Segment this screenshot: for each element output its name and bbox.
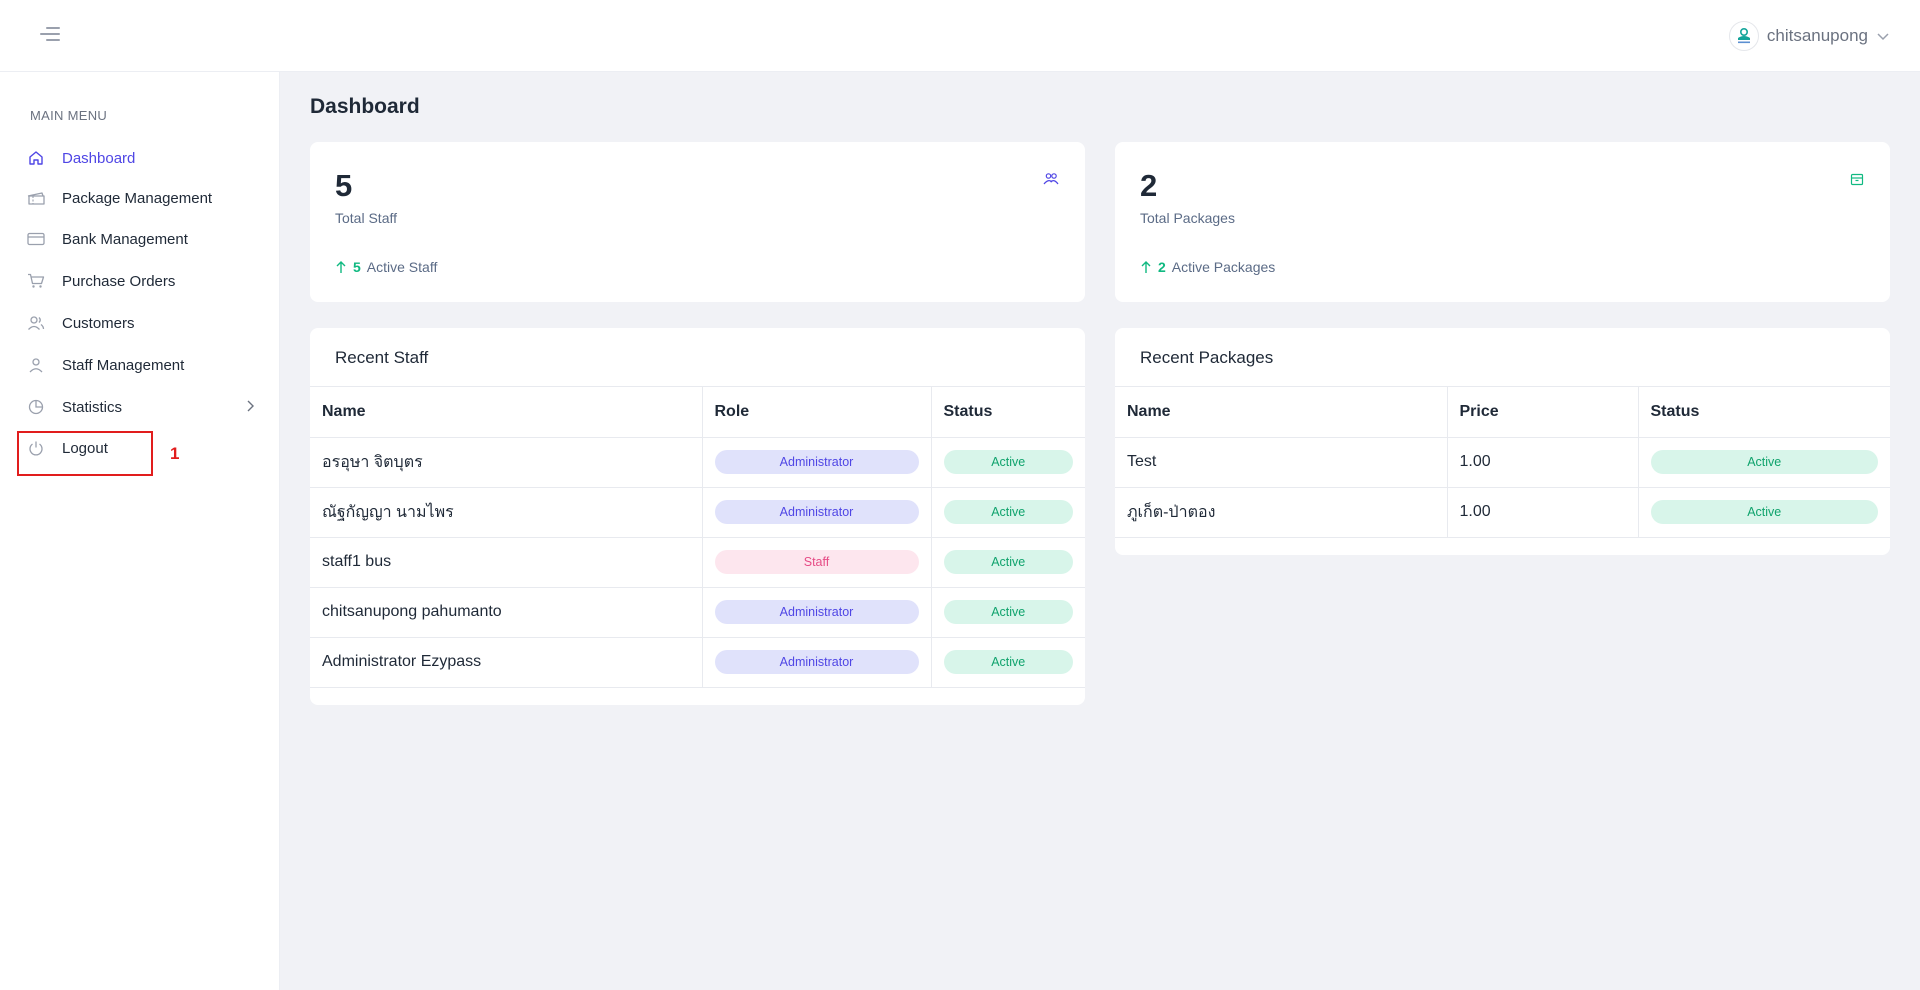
- recent-staff-title: Recent Staff: [310, 328, 1085, 387]
- hamburger-icon[interactable]: [40, 26, 60, 42]
- active-packages-summary: 2 Active Packages: [1140, 259, 1275, 275]
- chevron-right-icon: [247, 400, 254, 412]
- recent-packages-card: Recent Packages Name Price Status Test 1…: [1115, 328, 1890, 555]
- package-price: 1.00: [1447, 487, 1639, 538]
- package-price: 1.00: [1447, 437, 1639, 488]
- highlight-box: [17, 431, 153, 476]
- table-row: chitsanupong pahumanto Administrator Act…: [310, 587, 1085, 638]
- active-staff-value: 5: [353, 259, 361, 275]
- sidebar-item-purchase-orders[interactable]: Purchase Orders: [26, 264, 256, 298]
- staff-name: staff1 bus: [310, 537, 703, 588]
- column-header-status: Status: [1638, 387, 1890, 438]
- column-header-name: Name: [310, 387, 703, 438]
- total-staff-value: 5: [335, 168, 353, 203]
- role-badge: Administrator: [714, 500, 919, 524]
- active-packages-value: 2: [1158, 259, 1166, 275]
- column-header-role: Role: [702, 387, 932, 438]
- sidebar: MAIN MENU Dashboard Package Management B…: [0, 72, 280, 990]
- page-title: Dashboard: [310, 95, 420, 118]
- sidebar-item-customers[interactable]: Customers: [26, 306, 256, 340]
- arrow-up-icon: [336, 261, 346, 273]
- staff-name: ณัฐกัญญา นามไพร: [310, 487, 703, 538]
- table-header-row: Name Role Status: [310, 387, 1085, 438]
- avatar: [1728, 21, 1759, 51]
- status-badge: Active: [943, 600, 1073, 624]
- sidebar-item-label: Purchase Orders: [62, 272, 176, 290]
- column-header-status: Status: [931, 387, 1085, 438]
- status-badge: Active: [943, 550, 1073, 574]
- sidebar-item-label: Statistics: [62, 398, 123, 416]
- user-icon: [26, 355, 46, 375]
- sidebar-item-package-management[interactable]: Package Management: [26, 181, 256, 215]
- table-row: Administrator Ezypass Administrator Acti…: [310, 637, 1085, 688]
- chevron-down-icon: [1877, 33, 1889, 41]
- sidebar-item-bank-management[interactable]: Bank Management: [26, 222, 256, 256]
- status-badge: Active: [943, 650, 1073, 674]
- active-staff-label: Active Staff: [366, 259, 438, 275]
- username: chitsanupong: [1766, 26, 1868, 45]
- recent-staff-card: Recent Staff Name Role Status อรอุษา จิต…: [310, 328, 1085, 705]
- total-packages-value: 2: [1140, 168, 1158, 203]
- total-packages-card: 2 Total Packages 2 Active Packages: [1115, 142, 1890, 302]
- recent-packages-table: Name Price Status Test 1.00 Active ภูเก็…: [1115, 387, 1890, 538]
- sidebar-item-label: Customers: [62, 314, 135, 332]
- package-icon: [1850, 172, 1864, 191]
- cart-icon: [26, 271, 46, 291]
- role-badge: Staff: [714, 550, 919, 574]
- status-badge: Active: [1650, 450, 1878, 474]
- total-staff-card: 5 Total Staff 5 Active Staff: [310, 142, 1085, 302]
- menu-heading: MAIN MENU: [30, 108, 108, 123]
- role-badge: Administrator: [714, 650, 919, 674]
- staff-name: Administrator Ezypass: [310, 637, 703, 688]
- users-icon: [26, 313, 46, 333]
- sidebar-item-label: Package Management: [62, 189, 213, 207]
- role-badge: Administrator: [714, 450, 919, 474]
- staff-name: chitsanupong pahumanto: [310, 587, 703, 638]
- annotation-marker: 1: [170, 444, 180, 463]
- column-header-name: Name: [1115, 387, 1448, 438]
- home-icon: [26, 148, 46, 168]
- power-icon: [26, 438, 46, 458]
- recent-staff-table: Name Role Status อรอุษา จิตบุตร Administ…: [310, 387, 1085, 688]
- package-name: ภูเก็ต-ป่าตอง: [1115, 487, 1448, 538]
- logo-icon: [1737, 27, 1750, 44]
- total-staff-label: Total Staff: [335, 210, 398, 226]
- staff-name: อรอุษา จิตบุตร: [310, 437, 703, 488]
- sidebar-item-staff-management[interactable]: Staff Management: [26, 348, 256, 382]
- sidebar-item-label: Bank Management: [62, 230, 188, 248]
- table-row: Test 1.00 Active: [1115, 437, 1890, 488]
- package-name: Test: [1115, 437, 1448, 488]
- total-packages-label: Total Packages: [1140, 210, 1235, 226]
- status-badge: Active: [943, 500, 1073, 524]
- ticket-icon: [26, 188, 46, 208]
- active-staff-summary: 5 Active Staff: [335, 259, 437, 275]
- column-header-price: Price: [1447, 387, 1639, 438]
- credit-card-icon: [26, 229, 46, 249]
- top-header: chitsanupong: [0, 0, 1920, 72]
- table-row: ภูเก็ต-ป่าตอง 1.00 Active: [1115, 487, 1890, 538]
- status-badge: Active: [943, 450, 1073, 474]
- sidebar-item-dashboard[interactable]: Dashboard: [26, 141, 256, 175]
- table-row: อรอุษา จิตบุตร Administrator Active: [310, 437, 1085, 488]
- arrow-up-icon: [1141, 261, 1151, 273]
- status-badge: Active: [1650, 500, 1878, 524]
- users-icon: [1043, 172, 1059, 191]
- recent-packages-title: Recent Packages: [1115, 328, 1890, 387]
- sidebar-item-label: Staff Management: [62, 356, 185, 374]
- sidebar-item-label: Logout: [62, 439, 108, 457]
- sidebar-item-label: Dashboard: [62, 149, 136, 167]
- sidebar-item-statistics[interactable]: Statistics: [26, 390, 256, 424]
- role-badge: Administrator: [714, 600, 919, 624]
- table-header-row: Name Price Status: [1115, 387, 1890, 438]
- sidebar-item-logout[interactable]: Logout: [26, 431, 256, 465]
- active-packages-label: Active Packages: [1171, 259, 1276, 275]
- user-menu[interactable]: chitsanupong: [1728, 18, 1890, 54]
- table-row: ณัฐกัญญา นามไพร Administrator Active: [310, 487, 1085, 538]
- pie-chart-icon: [26, 397, 46, 417]
- table-row: staff1 bus Staff Active: [310, 537, 1085, 588]
